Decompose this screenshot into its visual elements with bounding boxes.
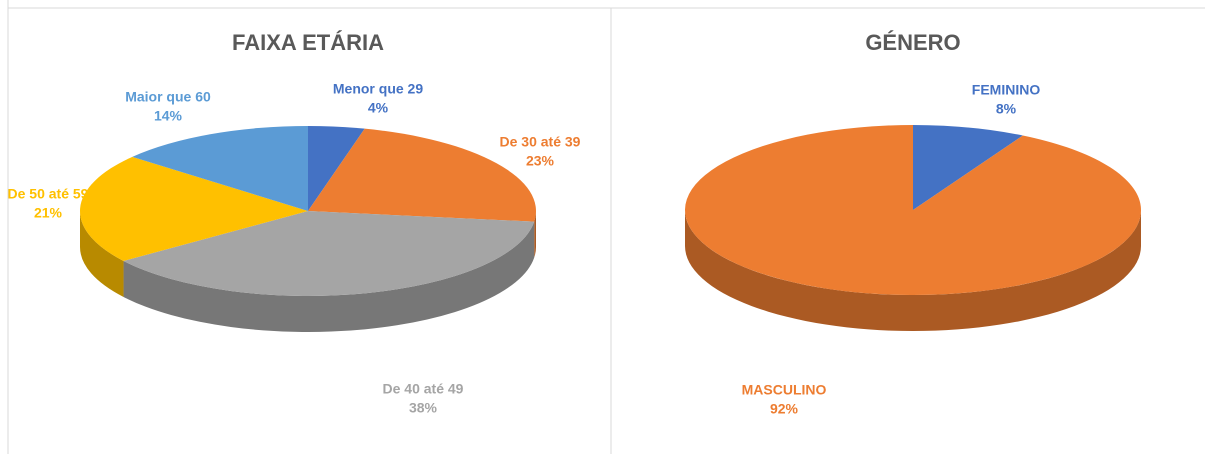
slice-value-label: 92% [770, 401, 799, 417]
slice-value-label: 14% [154, 108, 183, 124]
slice [308, 126, 365, 211]
slice-label: Maior que 60 [125, 89, 211, 105]
chart-title: FAIXA ETÁRIA [232, 30, 384, 55]
slice-value-label: 4% [368, 100, 389, 116]
slice [913, 125, 1023, 210]
slice [123, 211, 535, 296]
slice-label: De 30 até 39 [500, 134, 581, 150]
slice-label: MASCULINO [742, 382, 827, 398]
slice-value-label: 21% [34, 205, 63, 221]
slice-side [123, 221, 535, 332]
slice-side [534, 211, 536, 258]
slice-side [685, 210, 1141, 331]
slice-value-label: 23% [526, 153, 555, 169]
slice-value-label: 38% [409, 400, 438, 416]
slice-value-label: 8% [996, 101, 1017, 117]
slice [79, 156, 308, 261]
slice [132, 126, 308, 211]
slice-label: FEMININO [972, 82, 1041, 98]
slice-label: Menor que 29 [333, 81, 423, 97]
chart-title: GÉNERO [865, 30, 960, 55]
slice-label: De 40 até 49 [383, 381, 464, 397]
slice [308, 128, 536, 222]
slice-side [80, 211, 124, 297]
slice-label: De 50 até 59 [8, 186, 89, 202]
slice [685, 125, 1142, 295]
